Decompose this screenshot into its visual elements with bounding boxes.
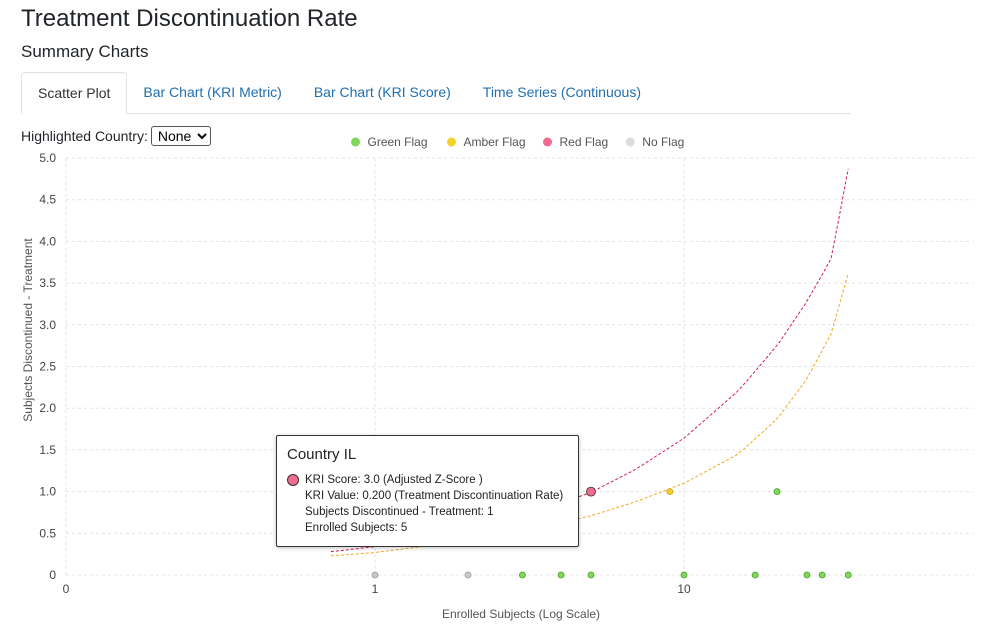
tooltip-lines: KRI Score: 3.0 (Adjusted Z-Score ) KRI V… xyxy=(305,472,563,536)
chart-legend: Green Flag Amber Flag Red Flag No Flag xyxy=(351,135,684,149)
green-flag-point xyxy=(680,571,688,579)
green-flag-point xyxy=(519,571,526,579)
legend-label: Green Flag xyxy=(368,135,428,149)
highlighted-country-control: Highlighted Country: None xyxy=(21,126,211,146)
legend-label: Red Flag xyxy=(560,135,609,149)
legend-label: Amber Flag xyxy=(464,135,526,149)
x-tick-label: 10 xyxy=(677,582,691,596)
data-points xyxy=(371,486,852,579)
tooltip-kri-score: KRI Score: 3.0 (Adjusted Z-Score ) xyxy=(305,474,483,486)
legend-swatch xyxy=(543,137,552,147)
grid-lines xyxy=(65,157,973,576)
y-axis-label: Subjects Discontinued - Treatment xyxy=(21,238,35,422)
y-tick-label: 2.5 xyxy=(39,360,56,374)
page-title: Treatment Discontinuation Rate xyxy=(21,5,358,32)
green-flag-point xyxy=(587,571,595,579)
amber-flag-point xyxy=(666,488,674,496)
tooltip-body: KRI Score: 3.0 (Adjusted Z-Score ) KRI V… xyxy=(287,472,568,536)
y-tick-label: 1.5 xyxy=(39,443,56,457)
point-tooltip: Country IL KRI Score: 3.0 (Adjusted Z-Sc… xyxy=(276,435,579,547)
legend-label: No Flag xyxy=(642,135,684,149)
axes: 0 0.5 1.0 1.5 2.0 2.5 3.0 3.5 4.0 4.5 5.0 0 1 10 xyxy=(39,151,691,596)
tooltip-kri-value: KRI Value: 0.200 (Treatment Discontinuat… xyxy=(305,490,564,502)
y-tick-label: 3.5 xyxy=(39,276,56,290)
green-flag-point xyxy=(844,571,852,579)
tab-scatter-plot[interactable]: Scatter Plot xyxy=(21,72,128,114)
y-tick-label: 3.0 xyxy=(39,318,56,332)
y-tick-label: 5.0 xyxy=(39,151,56,165)
amber-threshold-line xyxy=(330,272,849,557)
x-tick-label: 0 xyxy=(63,582,70,596)
tab-bar-chart-kri-score[interactable]: Bar Chart (KRI Score) xyxy=(313,84,451,100)
none-flag-point xyxy=(464,571,472,579)
y-tick-label: 1.0 xyxy=(39,485,56,499)
y-tick-label: 0.5 xyxy=(39,526,56,540)
y-tick-label: 0 xyxy=(49,568,56,582)
tooltip-red-flag-swatch xyxy=(287,474,299,486)
chart-tabs: Scatter Plot Bar Chart (KRI Metric) Bar … xyxy=(21,72,851,114)
legend-swatch xyxy=(351,137,360,147)
scatter-chart: 0 0.5 1.0 1.5 2.0 2.5 3.0 3.5 4.0 4.5 5.0 0 1 10 Gree… xyxy=(21,135,973,621)
section-title: Summary Charts xyxy=(21,42,149,61)
tab-bar-chart-kri-metric[interactable]: Bar Chart (KRI Metric) xyxy=(143,84,282,100)
y-tick-label: 2.0 xyxy=(39,401,56,415)
green-flag-point xyxy=(818,571,826,579)
tooltip-enrolled-subjects: Enrolled Subjects: 5 xyxy=(305,522,408,534)
green-flag-point xyxy=(803,571,811,579)
y-tick-label: 4.5 xyxy=(39,193,56,207)
x-axis-label: Enrolled Subjects (Log Scale) xyxy=(442,607,600,621)
legend-swatch xyxy=(625,137,635,147)
legend-swatch xyxy=(447,137,456,147)
red-flag-point xyxy=(586,486,596,497)
highlighted-country-select[interactable]: None xyxy=(150,126,211,146)
tab-time-series-continuous[interactable]: Time Series (Continuous) xyxy=(482,84,641,100)
green-flag-point xyxy=(557,571,565,579)
y-tick-label: 4.0 xyxy=(39,234,56,248)
highlighted-country-label: Highlighted Country: xyxy=(21,128,148,144)
x-tick-label: 1 xyxy=(372,582,379,596)
green-flag-point xyxy=(773,488,781,496)
tooltip-title: Country IL xyxy=(287,446,357,463)
tooltip-subjects-discontinued: Subjects Discontinued - Treatment: 1 xyxy=(305,506,494,518)
none-flag-point xyxy=(371,571,379,579)
green-flag-point xyxy=(751,571,759,579)
